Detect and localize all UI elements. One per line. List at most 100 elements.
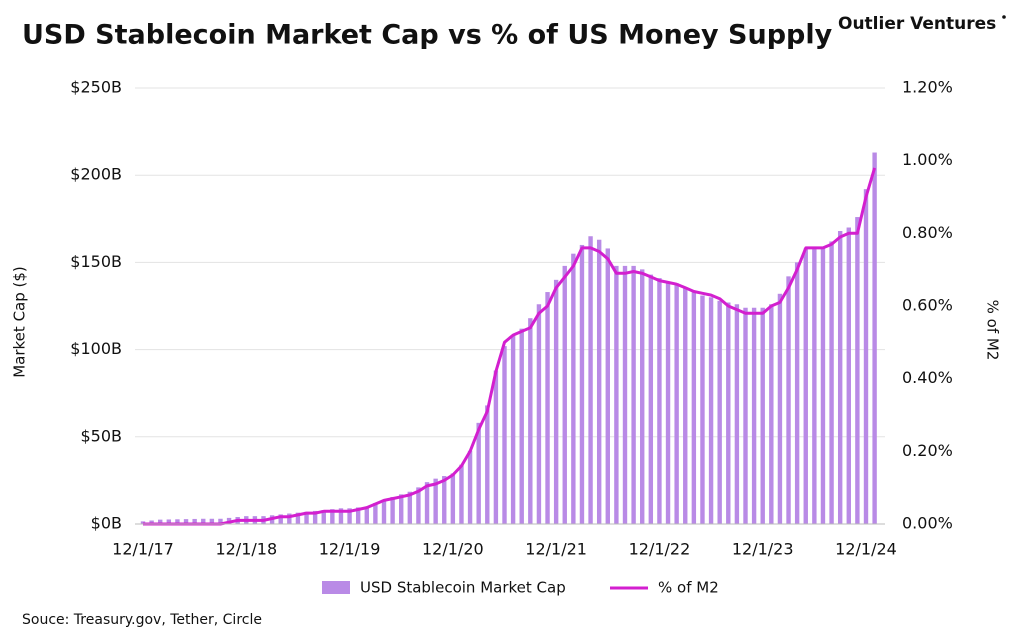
bar (493, 370, 499, 524)
bar (751, 307, 757, 524)
bar (364, 506, 369, 524)
bar (528, 318, 533, 524)
bar (355, 507, 361, 524)
bar (442, 476, 447, 524)
bar (803, 248, 808, 524)
bar (476, 422, 481, 524)
bar (536, 304, 542, 524)
bar (837, 231, 843, 524)
bar (545, 292, 550, 524)
bar (166, 519, 172, 524)
x-tick-label: 12/1/18 (215, 540, 277, 559)
bar (786, 276, 791, 524)
x-tick-label: 12/1/22 (629, 540, 691, 559)
legend-label: USD Stablecoin Market Cap (360, 579, 566, 597)
y2-axis-title: % of M2 (984, 300, 1002, 361)
bar (278, 514, 283, 524)
y2-tick-label: 0.20% (902, 441, 953, 460)
bar (691, 292, 697, 524)
bar (562, 265, 567, 524)
bar (743, 307, 748, 524)
bar (855, 217, 860, 524)
legend-label: % of M2 (658, 579, 719, 597)
bar (407, 491, 413, 524)
bar (390, 496, 395, 524)
bar (674, 283, 679, 524)
line (143, 167, 877, 526)
bar (872, 152, 877, 524)
y-axis-title: Market Cap ($) (11, 266, 29, 378)
bar (399, 494, 404, 524)
bar (209, 518, 215, 524)
y-tick-label: $0B (91, 514, 122, 533)
bar (579, 244, 585, 524)
plot-area: $0B $50B $100B $150B $200B $250B 0.00% 0.20% 0.4… (70, 78, 953, 597)
bar (304, 511, 309, 524)
y-tick-label: $50B (80, 426, 122, 445)
x-tick-label: 12/1/24 (835, 540, 897, 559)
bar (158, 519, 163, 524)
bar (312, 510, 318, 524)
bar (381, 499, 387, 524)
bar (794, 262, 800, 524)
bar (183, 519, 189, 524)
bar (485, 405, 490, 524)
bar (665, 281, 671, 524)
bar (605, 248, 610, 524)
bar (321, 510, 326, 524)
bar (700, 295, 705, 524)
bar (433, 478, 438, 524)
y2-tick-label: 0.80% (902, 223, 953, 242)
y-tick-label: $250B (70, 78, 122, 97)
bar (149, 520, 154, 524)
bar (218, 518, 223, 524)
bar (201, 518, 206, 524)
bar (760, 307, 765, 524)
bar (519, 328, 524, 524)
y2-tick-label: 0.60% (902, 296, 953, 315)
bar (631, 265, 636, 524)
bar (416, 487, 421, 524)
bar (287, 513, 292, 524)
y-tick-label: $200B (70, 165, 122, 184)
bar (708, 297, 714, 524)
bar (622, 265, 628, 524)
y2-tick-label: 1.20% (902, 78, 953, 97)
bar (769, 304, 774, 524)
y2-tick-label: 0.00% (902, 514, 953, 533)
bar (588, 236, 593, 525)
chart-title: USD Stablecoin Market Cap vs % of US Mon… (22, 20, 833, 51)
bar (734, 304, 740, 524)
bar (571, 253, 576, 524)
y2-tick-label: 1.00% (902, 150, 953, 169)
bar (846, 227, 851, 524)
bar (726, 302, 731, 524)
bar (683, 288, 688, 524)
bar (829, 241, 834, 525)
y-tick-label: $150B (70, 252, 122, 271)
bar (510, 335, 516, 524)
y-tick-label: $100B (70, 339, 122, 358)
bar (640, 269, 645, 524)
x-tick-label: 12/1/19 (319, 540, 381, 559)
bar (347, 508, 352, 524)
x-tick-label: 12/1/21 (525, 540, 587, 559)
x-tick-label: 12/1/17 (112, 540, 174, 559)
bar (777, 293, 783, 524)
x-tick-label: 12/1/20 (422, 540, 484, 559)
bar (373, 503, 378, 524)
bar (648, 274, 654, 524)
bar (820, 246, 826, 525)
bar (450, 473, 456, 524)
bar (812, 248, 817, 524)
bar (596, 239, 602, 524)
bar (863, 189, 869, 525)
bar (424, 482, 430, 524)
bar (295, 512, 301, 524)
legend-swatch (322, 581, 350, 594)
brand: Outlier Ventures (838, 14, 996, 34)
bar (192, 518, 197, 524)
bar (459, 464, 464, 524)
x-tick-label: 12/1/23 (732, 540, 794, 559)
